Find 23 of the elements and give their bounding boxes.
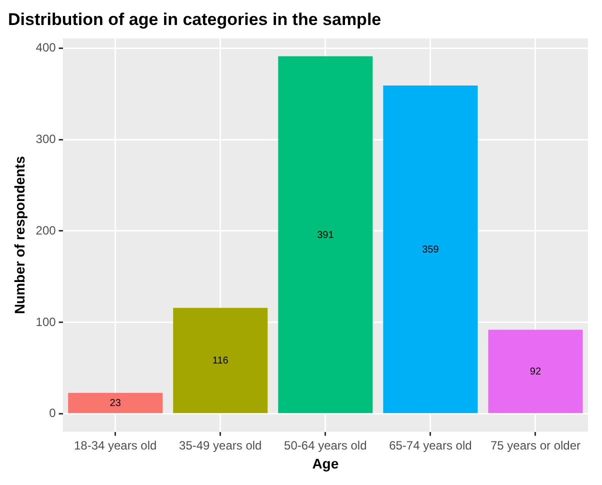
- data-label: 391: [317, 230, 334, 241]
- bar: [488, 330, 583, 414]
- y-axis-title: Number of respondents: [11, 156, 28, 314]
- y-tick-label: 300: [36, 132, 56, 146]
- bar: [278, 56, 373, 414]
- data-label: 116: [212, 356, 229, 367]
- bar: [383, 86, 478, 414]
- data-label: 23: [110, 398, 122, 410]
- bar: [173, 308, 268, 414]
- x-tick-label: 50-64 years old: [284, 438, 367, 452]
- y-tick-label: 100: [36, 314, 56, 329]
- y-tick-label: 400: [36, 40, 56, 54]
- y-tick-label: 0: [49, 406, 56, 420]
- x-tick-label: 65-74 years old: [389, 438, 472, 452]
- bar: [68, 392, 163, 414]
- data-label: 92: [530, 366, 542, 378]
- y-tick-label: 200: [36, 223, 56, 238]
- x-axis-title: Age: [312, 455, 339, 472]
- x-tick-label: 75 years or older: [490, 438, 581, 452]
- chart-title: Distribution of age in categories in the sample: [8, 10, 382, 29]
- data-label: 359: [422, 244, 440, 256]
- x-tick-label: 18-34 years old: [74, 438, 157, 452]
- x-tick-label: 35-49 years old: [179, 438, 262, 452]
